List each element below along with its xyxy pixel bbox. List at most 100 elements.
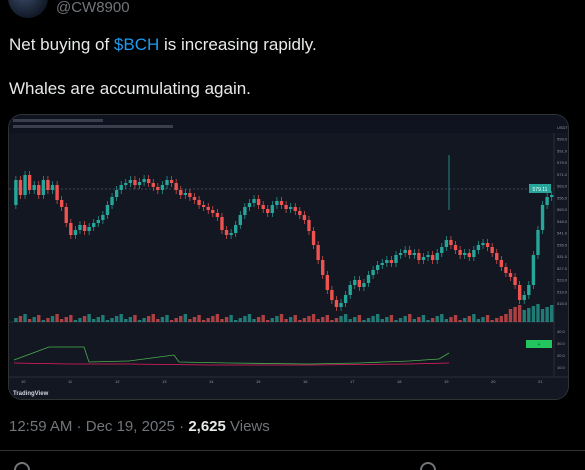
candle	[69, 223, 73, 235]
candle	[101, 215, 105, 220]
volume-bar	[321, 317, 325, 322]
volume-bar	[27, 319, 32, 322]
y-tick-label: 591.0	[557, 148, 568, 153]
avatar[interactable]	[8, 0, 48, 18]
volume-bar	[256, 317, 261, 322]
volume-bar	[375, 314, 380, 322]
volume-bar	[96, 317, 100, 322]
volume-bar	[37, 315, 41, 322]
tweet-date[interactable]: Dec 19, 2025	[85, 418, 175, 435]
volume-bar	[293, 315, 297, 322]
candle	[385, 260, 389, 263]
cashtag-link[interactable]: $BCH	[113, 35, 160, 54]
candle	[330, 290, 334, 300]
candle	[179, 190, 183, 195]
y-tick-label: 541.0	[557, 231, 568, 236]
candle	[243, 207, 247, 215]
candle	[110, 197, 114, 205]
volume-bar	[215, 314, 220, 322]
candle	[339, 303, 343, 307]
candle	[128, 180, 133, 183]
volume-bar	[183, 314, 188, 322]
candle	[485, 243, 490, 247]
volume-bar	[119, 314, 123, 322]
volume-bar	[270, 318, 275, 322]
volume-bar	[385, 317, 389, 322]
volume-bar	[334, 318, 339, 322]
volume-bar	[430, 318, 435, 322]
candle	[165, 180, 169, 185]
volume-bar	[137, 320, 142, 322]
candle	[105, 205, 110, 215]
candle	[458, 250, 462, 255]
candle	[371, 270, 375, 275]
candle	[59, 200, 64, 207]
candle	[298, 211, 302, 215]
volume-bar	[275, 316, 279, 322]
volume-bar	[417, 317, 421, 322]
tweet-time[interactable]: 12:59 AM	[9, 418, 73, 435]
candle	[14, 180, 18, 205]
candle	[275, 201, 279, 205]
candle	[540, 205, 545, 230]
price-tag-label: 579.11	[533, 187, 548, 193]
volume-bar	[517, 305, 522, 322]
y-tick-label: 519.0	[557, 289, 568, 294]
candle	[256, 199, 261, 205]
candle	[449, 240, 453, 245]
candle	[366, 275, 371, 283]
volume-bar	[550, 305, 554, 322]
price-tag	[529, 184, 551, 193]
volume-bar	[243, 316, 247, 322]
volume-bar	[32, 317, 36, 322]
volume-bar	[366, 318, 371, 322]
volume-bar	[73, 320, 78, 322]
candle	[380, 263, 384, 265]
volume-bar	[169, 320, 174, 322]
candle	[146, 179, 151, 183]
y-tick-label: 599.0	[557, 137, 568, 142]
y-tick-label: 527.0	[557, 266, 568, 271]
candle	[92, 223, 96, 227]
candle	[50, 185, 55, 190]
candle	[192, 197, 197, 200]
candle	[284, 205, 288, 209]
share-icon[interactable]	[420, 462, 436, 470]
volume-bar	[18, 316, 23, 322]
candle	[73, 230, 78, 235]
volume-bar	[41, 320, 46, 322]
volume-bar	[160, 317, 165, 322]
candle	[266, 209, 270, 213]
volume-bar	[412, 319, 417, 322]
tweet-line-1: Net buying of $BCH is increasing rapidly…	[9, 35, 317, 54]
y-tick-label: 563.0	[557, 184, 568, 189]
tweet-line-2: Whales are accumulating again.	[9, 79, 251, 98]
volume-bar	[197, 315, 201, 322]
volume-bar	[490, 320, 494, 322]
volume-bar	[508, 309, 513, 322]
candle	[78, 225, 82, 230]
tweet-header: @CW8900	[0, 0, 585, 18]
volume-bar	[504, 314, 508, 322]
candle	[206, 207, 210, 210]
price-chart: USDT 599.0 591.0 579.0 571.0 563.0 556.0 553.0 5…	[9, 115, 568, 399]
candle	[197, 200, 201, 205]
volume-bar	[449, 317, 453, 322]
candle	[18, 180, 23, 195]
volume-bar	[110, 318, 114, 322]
candle	[279, 201, 284, 205]
volume-bar	[234, 320, 238, 322]
x-tick-label: 17	[350, 379, 355, 384]
x-tick-label: 13	[162, 379, 167, 384]
chart-image[interactable]: USDT 599.0 591.0 579.0 571.0 563.0 556.0 553.0 5…	[8, 114, 569, 400]
volume-bar	[146, 316, 151, 322]
candle	[412, 253, 417, 255]
volume-bar	[380, 319, 384, 322]
user-handle[interactable]: @CW8900	[56, 0, 130, 16]
candle	[463, 253, 467, 255]
reply-icon[interactable]	[14, 462, 30, 470]
volume-bar	[408, 314, 412, 322]
volume-bar	[463, 318, 467, 322]
volume-bar	[298, 320, 302, 322]
candle	[389, 260, 394, 263]
